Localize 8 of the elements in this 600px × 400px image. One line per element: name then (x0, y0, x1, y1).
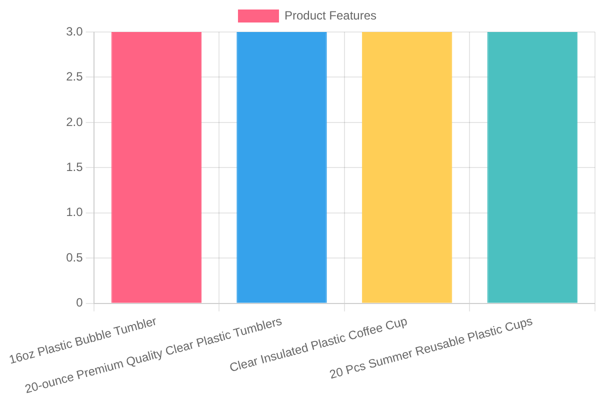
y-tick-label: 0 (76, 296, 84, 310)
legend-label: Product Features (284, 8, 377, 22)
y-tick-label: 0.5 (66, 250, 84, 264)
y-tick-label: 1.0 (66, 205, 84, 220)
y-tick-label: 1.5 (66, 160, 84, 174)
y-tick-label: 2.5 (66, 70, 84, 84)
y-tick-label: 2.0 (66, 114, 84, 129)
y-tick-label: 3.0 (66, 24, 84, 38)
